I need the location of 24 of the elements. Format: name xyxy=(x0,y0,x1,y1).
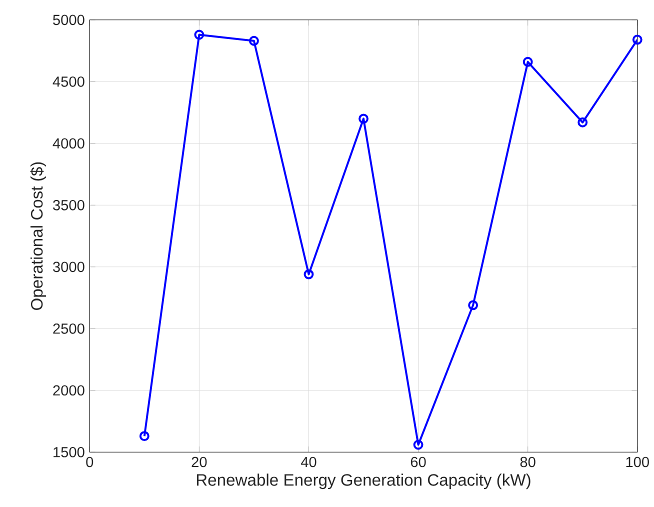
x-tick-label: 0 xyxy=(86,456,94,468)
y-tick-label: 3000 xyxy=(53,262,84,272)
x-tick-label: 80 xyxy=(520,456,536,468)
point xyxy=(578,117,588,128)
x-tick-label: 100 xyxy=(626,456,649,468)
y-tick-label: 2000 xyxy=(53,385,84,396)
point xyxy=(468,300,478,310)
y-axis-title: Operational Cost ($) xyxy=(30,162,46,310)
y-tick-label: 5000 xyxy=(53,14,84,26)
point xyxy=(522,56,533,67)
point xyxy=(248,36,259,46)
y-tick-label: 3500 xyxy=(53,200,84,210)
x-tick-label: 40 xyxy=(300,456,316,468)
y-tick-label: 4500 xyxy=(52,76,84,87)
x-axis-title: Renewable Energy Generation Capacity (kW) xyxy=(196,474,530,490)
point xyxy=(304,269,314,280)
point xyxy=(413,440,424,450)
y-tick-label: 4000 xyxy=(52,138,84,149)
point xyxy=(194,30,204,40)
y-tick-label: 2500 xyxy=(53,324,84,334)
y-tick-label: 1500 xyxy=(54,447,84,458)
x-tick-label: 60 xyxy=(410,456,426,468)
point xyxy=(358,114,368,124)
x-tick-label: 20 xyxy=(192,456,207,468)
